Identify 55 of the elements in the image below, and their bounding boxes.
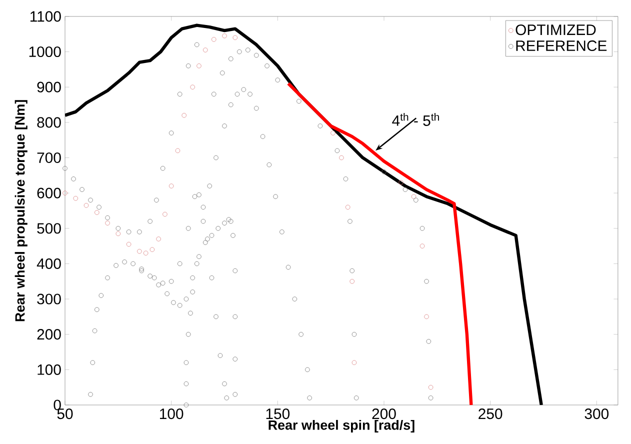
point bbox=[211, 37, 216, 42]
point bbox=[196, 64, 202, 68]
point bbox=[116, 231, 121, 236]
y-tick-label: 500 bbox=[37, 223, 61, 234]
y-tick-label: 0 bbox=[54, 400, 61, 410]
point bbox=[350, 278, 354, 284]
point bbox=[339, 155, 344, 160]
x-tick-label: 50 bbox=[57, 408, 73, 420]
point bbox=[420, 244, 425, 248]
point bbox=[330, 130, 336, 136]
point bbox=[126, 242, 132, 247]
point bbox=[73, 196, 78, 201]
point bbox=[182, 112, 186, 118]
legend-label: OPTIMIZED bbox=[516, 24, 596, 36]
y-tick-label: 400 bbox=[36, 258, 61, 269]
point bbox=[428, 384, 434, 390]
y-tick-label: 700 bbox=[37, 152, 61, 164]
point bbox=[190, 84, 195, 90]
point bbox=[232, 35, 238, 40]
x-tick-label: 200 bbox=[372, 408, 396, 420]
y-tick-label: 1100 bbox=[30, 11, 61, 22]
point bbox=[424, 314, 429, 320]
point bbox=[352, 360, 357, 365]
point bbox=[202, 48, 208, 52]
point bbox=[168, 184, 174, 188]
y-tick-label: 600 bbox=[37, 188, 61, 198]
point bbox=[345, 204, 350, 210]
x-tick-label: 150 bbox=[266, 408, 290, 420]
point bbox=[222, 33, 227, 38]
point bbox=[150, 247, 155, 252]
point bbox=[137, 248, 142, 254]
y-tick-label: 900 bbox=[37, 82, 61, 92]
point bbox=[143, 250, 148, 256]
y-tick-label: 800 bbox=[37, 117, 61, 128]
point bbox=[94, 210, 100, 215]
y-axis-title: Rear wheel propulsive torque [Nm] bbox=[14, 100, 28, 322]
x-tick-label: 300 bbox=[584, 408, 609, 420]
point bbox=[175, 148, 180, 154]
line-series bbox=[286, 82, 473, 405]
x-axis-title: Rear wheel spin [rad/s] bbox=[268, 420, 414, 432]
point bbox=[398, 180, 404, 185]
point bbox=[84, 203, 89, 208]
x-tick-label: 100 bbox=[160, 408, 184, 420]
point bbox=[411, 194, 416, 199]
annotation: 4$^{th}$ - 5$^{th}$ bbox=[392, 113, 439, 126]
point bbox=[162, 212, 168, 217]
y-tick-label: 300 bbox=[37, 294, 61, 304]
x-tick-label: 250 bbox=[478, 408, 502, 420]
point bbox=[156, 236, 161, 242]
y-tick-label: 100 bbox=[38, 364, 61, 375]
point bbox=[62, 190, 68, 196]
y-tick-label: 1000 bbox=[29, 46, 61, 58]
legend-label: REFERENCE bbox=[516, 40, 607, 51]
y-tick-label: 200 bbox=[37, 329, 61, 340]
point bbox=[105, 220, 110, 226]
